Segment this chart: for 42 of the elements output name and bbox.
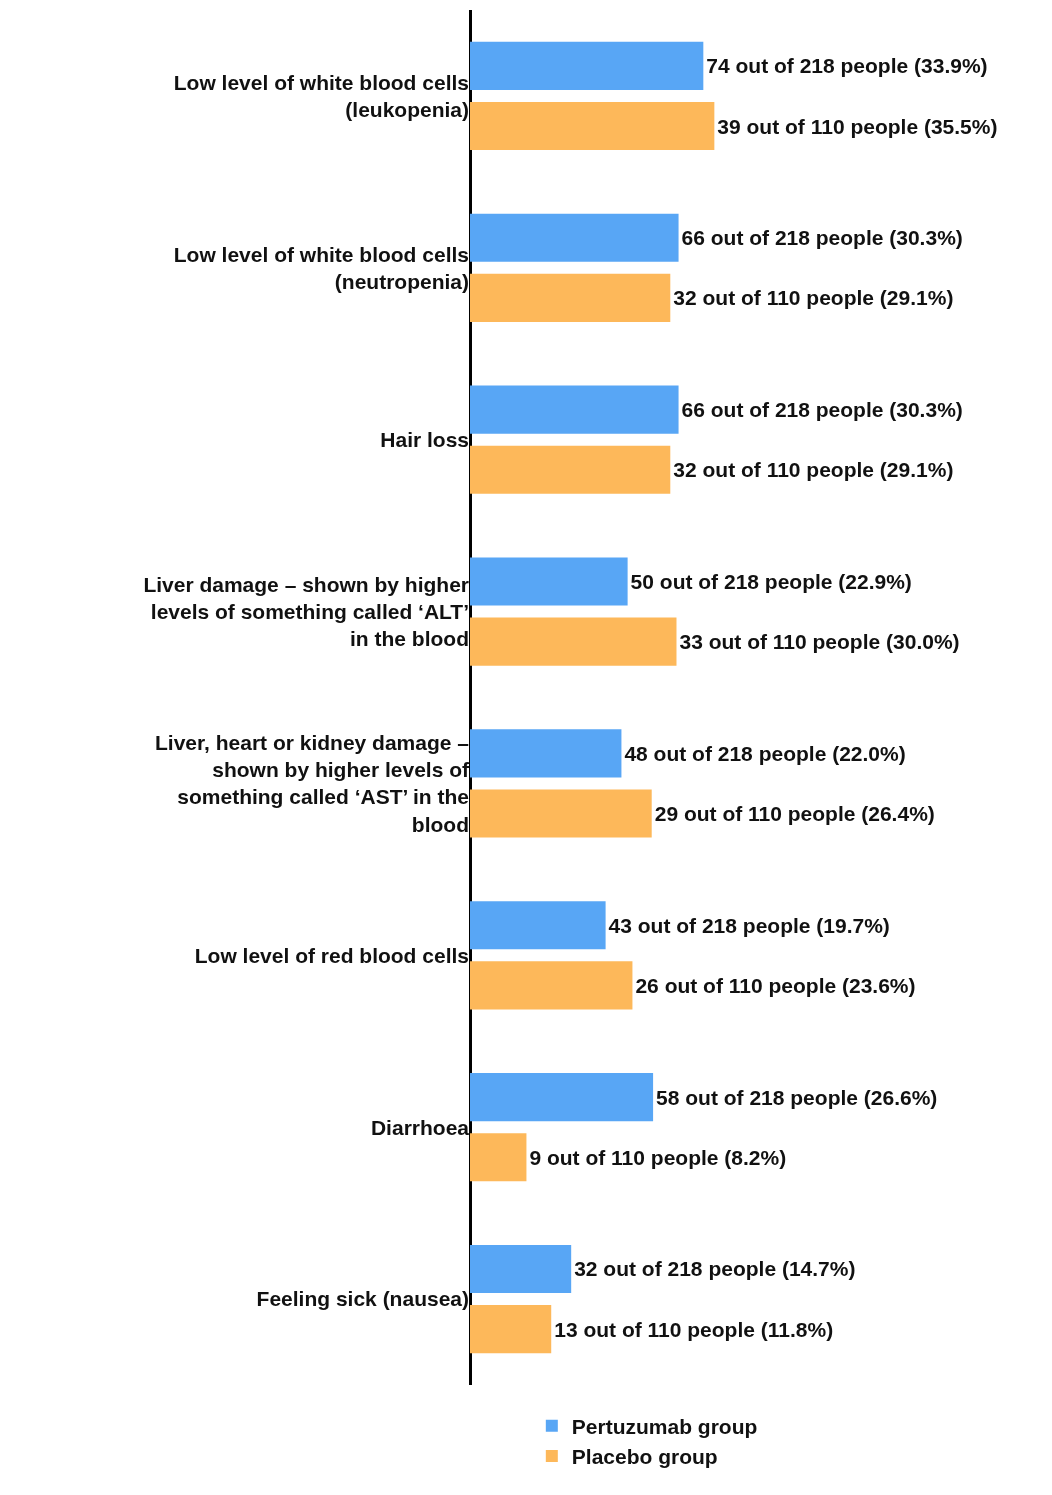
- data-label: 43 out of 218 people (19.7%): [608, 913, 890, 937]
- data-label: 39 out of 110 people (35.5%): [717, 114, 998, 138]
- y-tick-label: Low level of white blood cells (neutropenia): [173, 242, 469, 293]
- bar: [470, 1244, 572, 1294]
- bar: [470, 273, 671, 322]
- bar: [470, 385, 679, 434]
- data-label: 13 out of 110 people (11.8%): [554, 1317, 834, 1341]
- bar: [470, 789, 652, 838]
- data-label: 32 out of 110 people (29.1%): [673, 458, 954, 482]
- bar: [470, 101, 715, 151]
- data-label: 32 out of 110 people (29.1%): [673, 286, 954, 310]
- data-label: 66 out of 218 people (30.3%): [681, 398, 963, 422]
- data-label: 29 out of 110 people (26.4%): [654, 802, 935, 826]
- y-tick-label: Low level of red blood cells: [194, 943, 469, 967]
- bar: [470, 1073, 654, 1122]
- data-label: 74 out of 218 people (33.9%): [706, 54, 988, 78]
- bar: [470, 961, 633, 1010]
- bar: [470, 41, 704, 90]
- y-tick-label: Liver, heart or kidney damage – shown by higher levels of something called ‘AST’ in the blood: [155, 730, 470, 836]
- legend-label: Pertuzumab group: [571, 1414, 758, 1438]
- bar: [470, 1305, 552, 1354]
- data-label: 58 out of 218 people (26.6%): [656, 1085, 938, 1109]
- bar: [470, 557, 628, 606]
- bar: [470, 1133, 527, 1182]
- bar: [470, 213, 679, 262]
- y-tick-label: Diarrhoea: [370, 1115, 470, 1139]
- data-label: 66 out of 218 people (30.3%): [681, 226, 963, 250]
- data-label: 50 out of 218 people (22.9%): [630, 569, 912, 593]
- y-tick-label: Feeling sick (nausea): [256, 1287, 469, 1311]
- data-label: 32 out of 218 people (14.7%): [574, 1257, 856, 1281]
- y-tick-label: Low level of white blood cells (leukopenia): [173, 70, 469, 121]
- data-label: 48 out of 218 people (22.0%): [624, 741, 906, 765]
- y-tick-label: Hair loss: [380, 428, 469, 452]
- data-label: 9 out of 110 people (8.2%): [529, 1145, 787, 1169]
- legend-label: Placebo group: [571, 1445, 718, 1469]
- bar: [470, 901, 606, 950]
- bar: [470, 729, 622, 778]
- y-tick-label: Liver damage – shown by higher levels of something called ‘ALT’ in the blood: [143, 572, 469, 651]
- data-label: 26 out of 110 people (23.6%): [635, 973, 916, 997]
- data-label: 33 out of 110 people (30.0%): [679, 630, 960, 654]
- bar: [470, 445, 671, 494]
- bar: [470, 617, 677, 666]
